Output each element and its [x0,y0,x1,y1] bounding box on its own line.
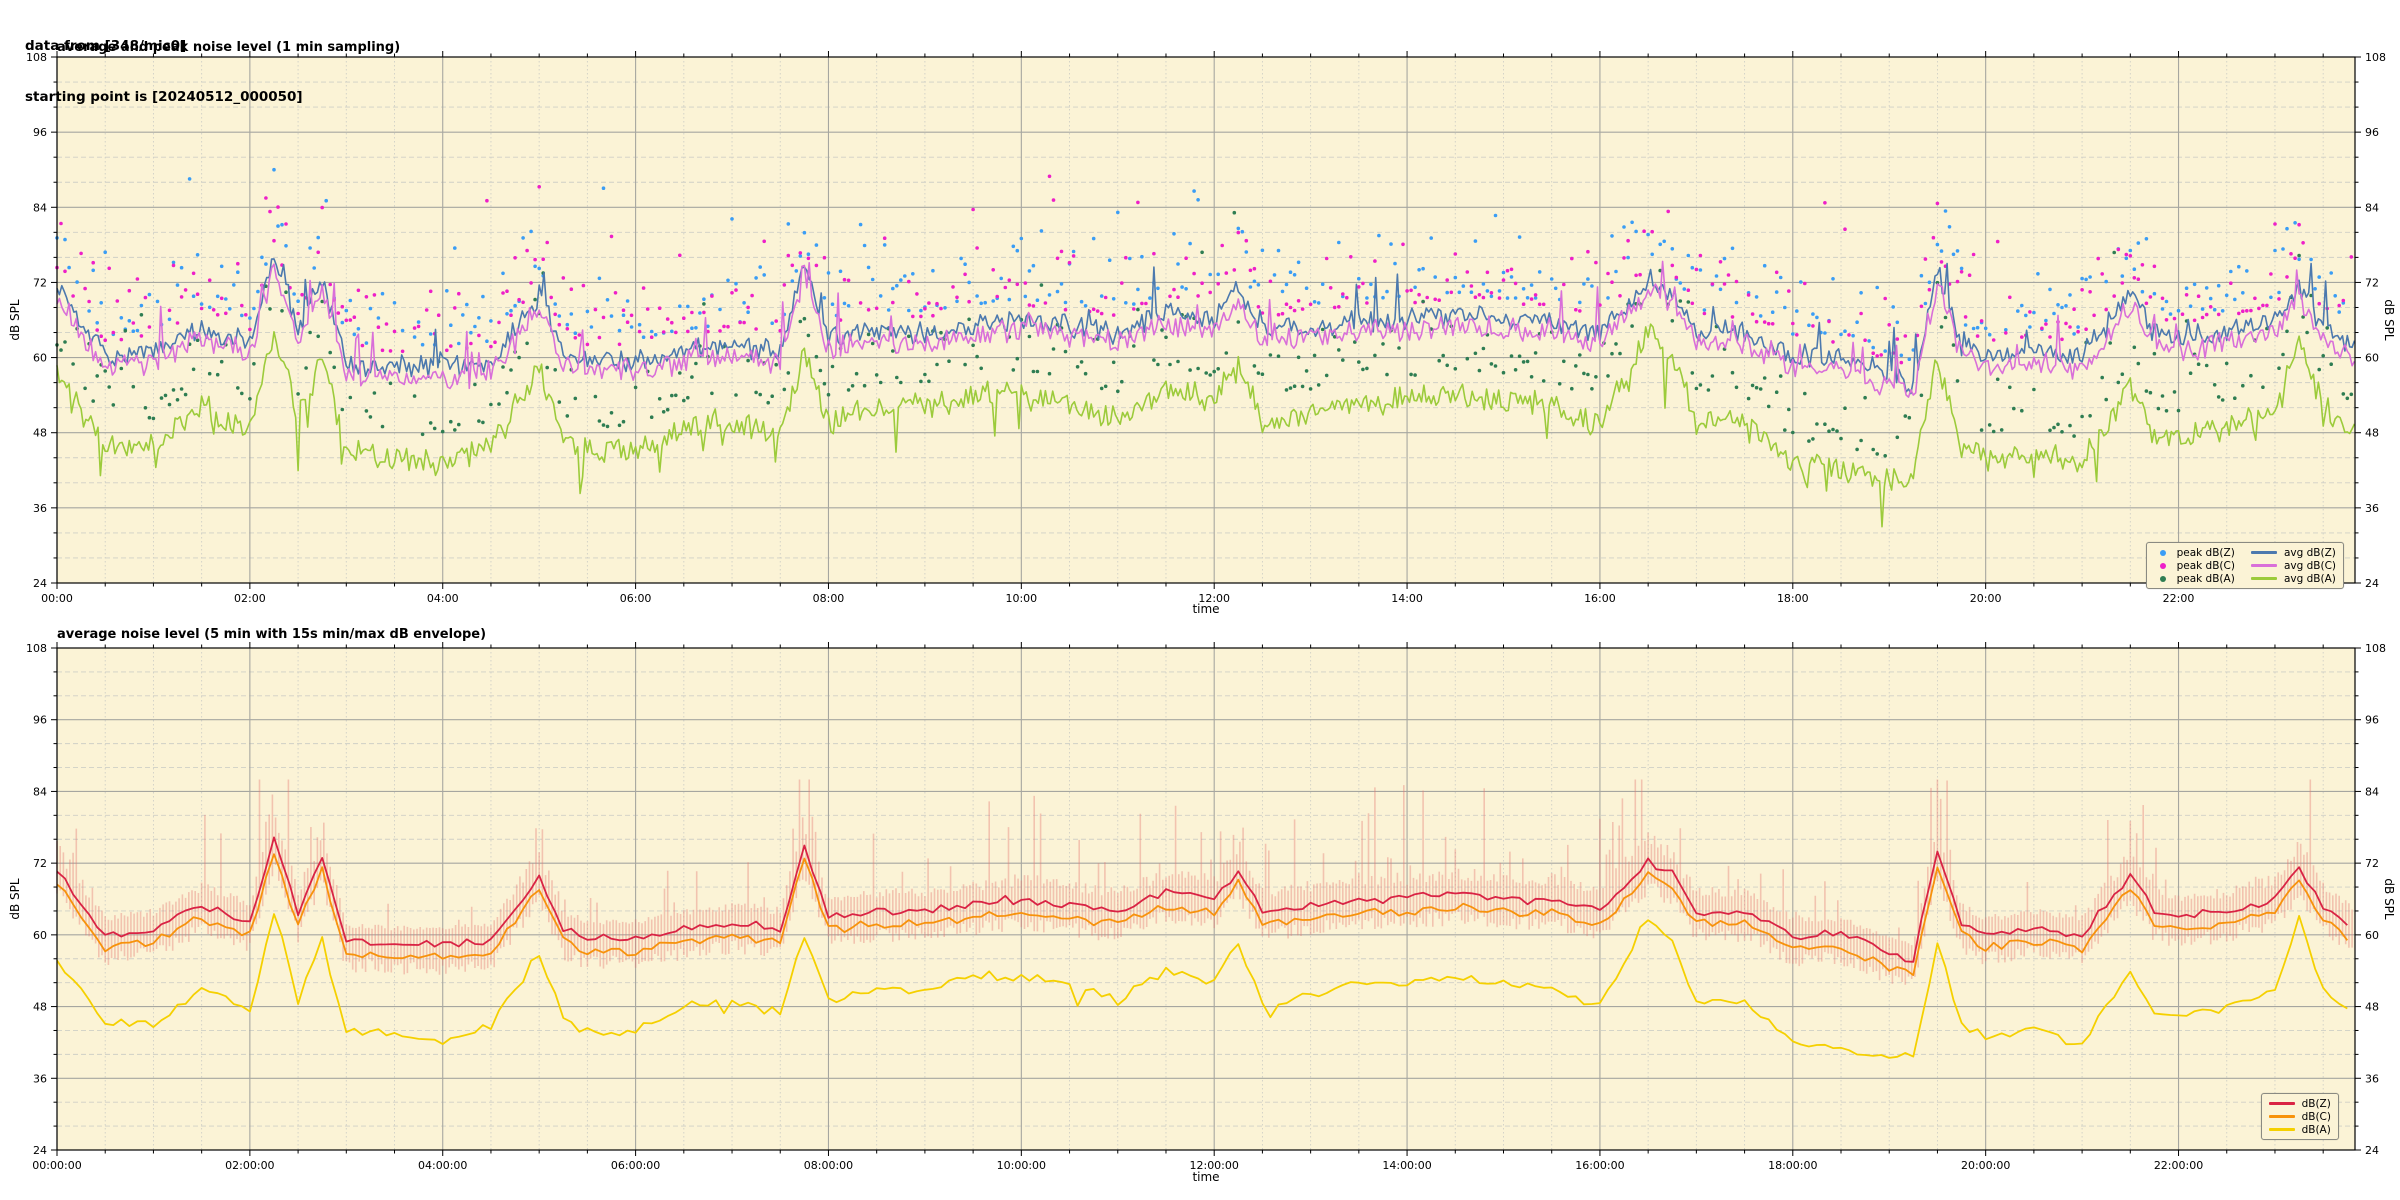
svg-text:02:00: 02:00 [234,592,266,605]
legend-item: dB(C) [2268,1110,2331,1123]
legend-line-marker [2250,563,2277,568]
legend-label: dB(A) [2301,1123,2331,1136]
legend-label: peak dB(C) [2176,559,2235,572]
svg-text:00:00:00: 00:00:00 [32,1159,81,1172]
legend-dot-marker [2159,549,2166,556]
top-chart-ylabel-left: dB SPL [8,299,22,341]
svg-text:48: 48 [2365,1001,2379,1014]
header-block: data from [348/mic0] starting point is [… [25,4,303,123]
legend-item: dB(A) [2268,1123,2331,1136]
legend-item: dB(Z) [2268,1097,2331,1110]
svg-text:08:00:00: 08:00:00 [804,1159,853,1172]
top-chart-ylabel-right: dB SPL [2382,299,2396,341]
legend-dot-marker [2159,575,2166,582]
svg-text:60: 60 [33,352,47,365]
svg-text:00:00: 00:00 [41,592,73,605]
bottom-chart-ylabel-left: dB SPL [8,878,22,920]
svg-text:36: 36 [2365,502,2379,515]
svg-text:12:00:00: 12:00:00 [1189,1159,1238,1172]
svg-text:10:00:00: 10:00:00 [997,1159,1046,1172]
svg-text:08:00: 08:00 [813,592,845,605]
svg-text:24: 24 [2365,1144,2379,1157]
svg-text:22:00: 22:00 [2163,592,2195,605]
svg-text:10:00: 10:00 [1005,592,1037,605]
svg-text:18:00:00: 18:00:00 [1768,1159,1817,1172]
legend-line-marker [2268,1127,2295,1132]
legend-line-marker [2268,1114,2295,1119]
legend-label: peak dB(Z) [2176,546,2235,559]
legend-label: dB(C) [2301,1110,2331,1123]
svg-text:16:00:00: 16:00:00 [1575,1159,1624,1172]
svg-text:84: 84 [33,785,47,798]
svg-text:72: 72 [33,857,47,870]
header-data-source: data from [348/mic0] [25,38,187,54]
svg-text:96: 96 [33,126,47,139]
svg-text:84: 84 [2365,201,2379,214]
svg-text:84: 84 [33,201,47,214]
legend-item: avg dB(A) [2250,572,2336,585]
svg-text:36: 36 [33,1072,47,1085]
svg-text:24: 24 [2365,577,2379,590]
svg-text:04:00:00: 04:00:00 [418,1159,467,1172]
legend-label: avg dB(C) [2283,559,2336,572]
svg-text:36: 36 [33,502,47,515]
top-chart-title: average and peak noise level (1 min samp… [57,40,401,55]
legend-label: avg dB(Z) [2283,546,2336,559]
svg-text:96: 96 [2365,714,2379,727]
svg-text:60: 60 [33,929,47,942]
legend-label: peak dB(A) [2176,572,2235,585]
svg-text:36: 36 [2365,1072,2379,1085]
bottom-chart-legend: dB(Z) dB(C) dB(A) [2260,1093,2339,1140]
svg-text:06:00:00: 06:00:00 [611,1159,660,1172]
svg-text:02:00:00: 02:00:00 [225,1159,274,1172]
svg-text:96: 96 [33,714,47,727]
svg-text:48: 48 [33,1001,47,1014]
svg-text:24: 24 [33,577,47,590]
svg-text:108: 108 [26,642,47,655]
svg-text:04:00: 04:00 [427,592,459,605]
svg-text:72: 72 [2365,276,2379,289]
svg-text:84: 84 [2365,785,2379,798]
legend-label: dB(Z) [2301,1097,2331,1110]
svg-text:20:00:00: 20:00:00 [1961,1159,2010,1172]
svg-text:72: 72 [33,276,47,289]
svg-text:20:00: 20:00 [1970,592,2002,605]
header-start-point: starting point is [20240512_000050] [25,89,303,105]
svg-text:60: 60 [2365,929,2379,942]
svg-text:96: 96 [2365,126,2379,139]
legend-item: avg dB(C) [2250,559,2336,572]
legend-line-marker [2250,550,2277,555]
svg-text:72: 72 [2365,857,2379,870]
svg-text:108: 108 [2365,642,2386,655]
legend-dot-marker [2159,562,2166,569]
svg-text:18:00: 18:00 [1777,592,1809,605]
svg-text:48: 48 [33,427,47,440]
svg-text:12:00: 12:00 [1198,592,1230,605]
svg-text:22:00:00: 22:00:00 [2154,1159,2203,1172]
svg-text:16:00: 16:00 [1584,592,1616,605]
svg-text:60: 60 [2365,352,2379,365]
top-chart-legend: peak dB(Z) avg dB(Z) peak dB(C) avg dB(C) pe… [2145,542,2344,589]
legend-line-marker [2250,576,2277,581]
bottom-chart-title: average noise level (5 min with 15s min/… [57,627,487,642]
legend-label: avg dB(A) [2283,572,2336,585]
legend-line-marker [2268,1101,2295,1106]
legend-item: peak dB(C) [2154,560,2235,572]
svg-text:108: 108 [26,51,47,64]
svg-text:24: 24 [33,1144,47,1157]
svg-text:108: 108 [2365,51,2386,64]
legend-item: avg dB(Z) [2250,546,2336,559]
bottom-chart-ylabel-right: dB SPL [2382,878,2396,920]
svg-text:48: 48 [2365,427,2379,440]
svg-text:14:00: 14:00 [1391,592,1423,605]
legend-item: peak dB(A) [2154,573,2235,585]
svg-text:06:00: 06:00 [620,592,652,605]
bottom-chart-xlabel: time [1192,1170,1220,1184]
svg-text:14:00:00: 14:00:00 [1382,1159,1431,1172]
top-chart-xlabel: time [1192,602,1220,616]
legend-item: peak dB(Z) [2154,547,2235,559]
